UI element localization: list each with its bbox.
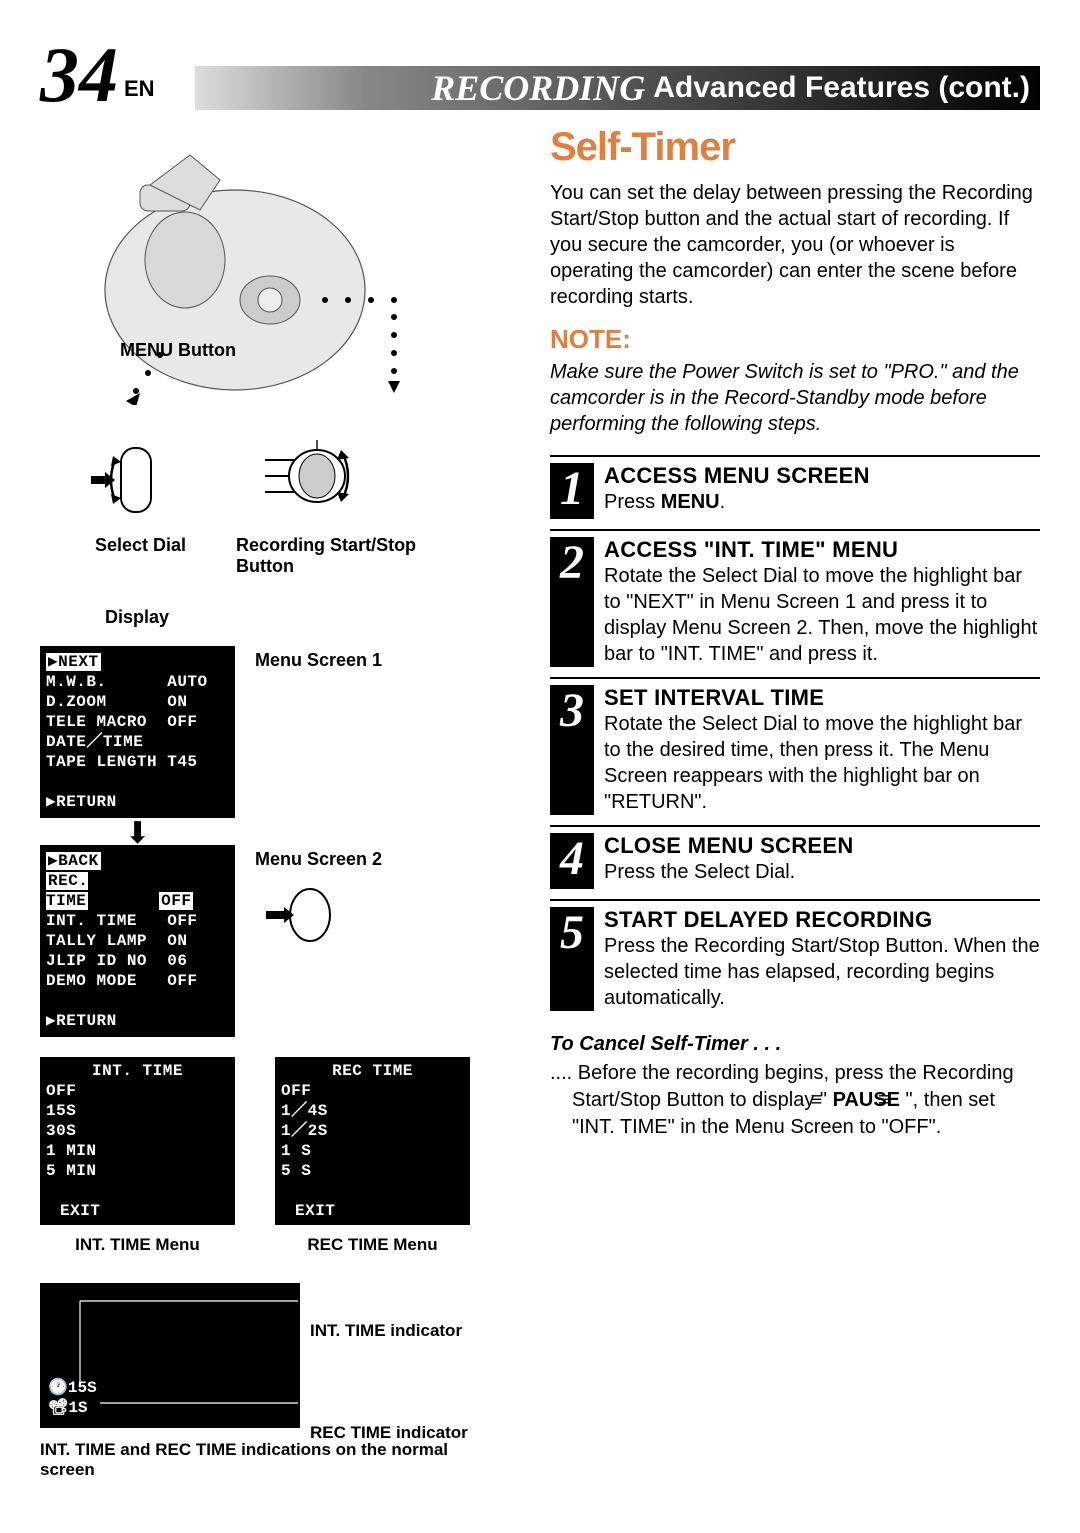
step-number: 3 (550, 685, 594, 815)
menu-item: TALLY LAMP ON (46, 931, 229, 951)
rec-start-stop-figure (240, 435, 360, 525)
left-column: MENU Button (40, 125, 520, 1480)
submenu-item: OFF (46, 1081, 229, 1101)
submenu-item: 5 MIN (46, 1161, 229, 1181)
select-dial-label: Select Dial (95, 535, 186, 577)
header-bar: RECORDING Advanced Features (cont.) (195, 66, 1040, 110)
menu-screen-2: ▶BACK REC. TIME OFFINT. TIME OFFTALLY LA… (40, 845, 235, 1037)
menu-item: INT. TIME OFF (46, 911, 229, 931)
int-time-menu-caption: INT. TIME Menu (40, 1235, 235, 1255)
menu-item: REC. TIME OFF (46, 871, 229, 911)
indicator-caption: INT. TIME and REC TIME indications on th… (40, 1440, 470, 1480)
submenu-item: 15S (46, 1101, 229, 1121)
subtitle: Advanced Features (cont.) (653, 71, 1030, 105)
submenu-item: 1／2S (281, 1121, 464, 1141)
cancel-text: .... Before the recording begins, press … (550, 1060, 1040, 1141)
step-number: 1 (550, 463, 594, 519)
press-dial-icon (255, 870, 345, 960)
submenu-item: 30S (46, 1121, 229, 1141)
cancel-header: To Cancel Self-Timer . . . (550, 1033, 1040, 1056)
step-title: SET INTERVAL TIME (604, 685, 1040, 711)
rec-time-menu-caption: REC TIME Menu (275, 1235, 470, 1255)
language-code: EN (124, 76, 155, 102)
submenu-item: 5 S (281, 1161, 464, 1181)
step: 3 SET INTERVAL TIMERotate the Select Dial… (550, 677, 1040, 825)
display-label: Display (105, 607, 520, 628)
rec-button-label: Recording Start/Stop Button (236, 535, 416, 577)
rec-time-indicator-label: REC TIME indicator (310, 1423, 468, 1443)
step-text: Press the Select Dial. (604, 859, 1040, 885)
step-title: START DELAYED RECORDING (604, 907, 1040, 933)
step-text: Press MENU. (604, 489, 1040, 515)
step: 1 ACCESS MENU SCREENPress MENU. (550, 455, 1040, 529)
step: 2 ACCESS "INT. TIME" MENURotate the Selec… (550, 529, 1040, 677)
step: 4 CLOSE MENU SCREENPress the Select Dial. (550, 825, 1040, 899)
step-title: ACCESS MENU SCREEN (604, 463, 1040, 489)
note-header: NOTE: (550, 324, 1040, 355)
menu-screen-1-caption: Menu Screen 1 (255, 650, 382, 671)
step: 5 START DELAYED RECORDINGPress the Record… (550, 899, 1040, 1021)
int-time-menu-box: INT. TIME OFF15S30S1 MIN5 MIN EXIT INT. … (40, 1057, 235, 1255)
step-number: 4 (550, 833, 594, 889)
submenu-item: 1 S (281, 1141, 464, 1161)
submenu-item: OFF (281, 1081, 464, 1101)
menu-item: DEMO MODE OFF (46, 971, 229, 991)
submenu-item: 1／4S (281, 1101, 464, 1121)
recording-label: RECORDING (431, 67, 645, 109)
menu-item: TELE MACRO OFF (46, 712, 229, 732)
step-title: CLOSE MENU SCREEN (604, 833, 1040, 859)
indicator-display: 🕐15S 📽1S (40, 1283, 300, 1428)
menu-item: M.W.B. AUTO (46, 672, 229, 692)
menu-screen-2-caption: Menu Screen 2 (255, 849, 382, 870)
menu-button-label: MENU Button (120, 340, 236, 361)
step-text: Rotate the Select Dial to move the highl… (604, 711, 1040, 815)
step-number: 2 (550, 537, 594, 667)
menu-screen-1: ▶NEXT M.W.B. AUTOD.ZOOM ONTELE MACRO OFF… (40, 646, 235, 818)
step-text: Rotate the Select Dial to move the highl… (604, 563, 1040, 667)
step-number: 5 (550, 907, 594, 1011)
submenu-item: 1 MIN (46, 1141, 229, 1161)
int-time-indicator-label: INT. TIME indicator (310, 1321, 462, 1341)
section-title: Self-Timer (550, 125, 1040, 170)
menu-item: D.ZOOM ON (46, 692, 229, 712)
note-text: Make sure the Power Switch is set to "PR… (550, 359, 1040, 437)
menu-item: JLIP ID NO 06 (46, 951, 229, 971)
rec-time-menu-box: REC TIME OFF1／4S1／2S1 S5 S EXIT REC TIME… (275, 1057, 470, 1255)
menu-item: DATE／TIME (46, 732, 229, 752)
step-text: Press the Recording Start/Stop Button. W… (604, 933, 1040, 1011)
page-number: 34 (40, 40, 118, 110)
step-title: ACCESS "INT. TIME" MENU (604, 537, 1040, 563)
menu-item: TAPE LENGTH T45 (46, 752, 229, 772)
select-dial-figure (80, 435, 200, 525)
right-column: Self-Timer You can set the delay between… (550, 125, 1040, 1480)
page-header: 34 EN RECORDING Advanced Features (cont.… (40, 40, 1040, 110)
intro-text: You can set the delay between pressing t… (550, 180, 1040, 310)
